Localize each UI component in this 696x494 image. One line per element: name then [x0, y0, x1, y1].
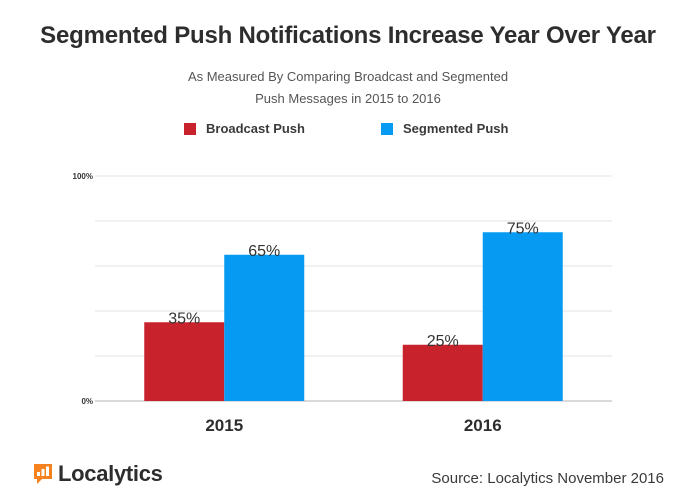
data-label: 65% — [248, 243, 280, 260]
bar-segmented-push-2016 — [482, 232, 563, 401]
chart-subtitle: As Measured By Comparing Broadcast and S… — [0, 66, 696, 110]
y-tick-label-max: 100% — [73, 172, 93, 181]
chart-legend: Broadcast Push Segmented Push — [0, 121, 696, 141]
bar-broadcast-push-2016 — [402, 344, 483, 401]
bar-chart-logo-icon — [34, 464, 52, 484]
source-note: Source: Localytics November 2016 — [431, 470, 664, 487]
subtitle-line-1: As Measured By Comparing Broadcast and S… — [187, 69, 509, 84]
y-tick-label-min: 0% — [81, 397, 93, 406]
data-label: 25% — [427, 333, 459, 350]
legend-item-segmented: Segmented Push — [381, 121, 508, 136]
brand-name: Localytics — [58, 461, 163, 486]
bar-broadcast-push-2015 — [144, 322, 225, 401]
legend-swatch-broadcast — [184, 122, 196, 135]
x-tick-label: 2015 — [205, 416, 243, 435]
legend-item-broadcast: Broadcast Push — [184, 121, 305, 136]
legend-label-segmented: Segmented Push — [403, 121, 509, 136]
subtitle-line-2: Push Messages in 2015 to 2016 — [255, 91, 441, 106]
brand-logo: Localytics — [34, 461, 163, 487]
data-label: 75% — [507, 220, 539, 237]
legend-label-broadcast: Broadcast Push — [206, 121, 305, 136]
bar-segmented-push-2015 — [224, 254, 305, 401]
data-label: 35% — [168, 310, 200, 327]
legend-swatch-segmented — [381, 122, 393, 135]
x-tick-label: 2016 — [464, 416, 502, 435]
chart-title: Segmented Push Notifications Increase Ye… — [40, 22, 656, 49]
